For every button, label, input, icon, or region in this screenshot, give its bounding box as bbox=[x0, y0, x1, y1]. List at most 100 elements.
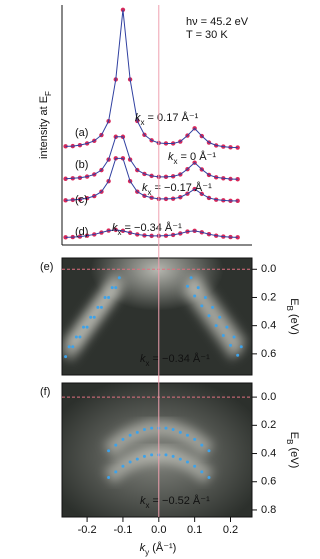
panel-label: (f) bbox=[40, 386, 50, 398]
x-axis-label-part: y bbox=[145, 548, 149, 557]
band-point bbox=[135, 457, 139, 461]
kx-label-part: x bbox=[146, 359, 150, 368]
band-point bbox=[203, 295, 207, 299]
kx-label-part: x bbox=[174, 157, 178, 166]
y-axis-label-part: E bbox=[288, 432, 300, 439]
fit-line bbox=[65, 9, 238, 149]
kx-label: kx = −0.17 Å⁻¹ bbox=[142, 181, 212, 197]
y-axis-label-part: F bbox=[44, 91, 53, 96]
kx-label-part: = −0.34 Å⁻¹ bbox=[150, 352, 211, 365]
curve-label: (d) bbox=[75, 226, 88, 238]
band-point bbox=[200, 443, 204, 447]
fit-line bbox=[65, 136, 238, 180]
band-point bbox=[193, 464, 197, 468]
band-point bbox=[164, 453, 168, 457]
y-axis-label: EB (eV) bbox=[285, 432, 300, 469]
kx-label-part: x bbox=[148, 188, 152, 197]
kx-label-part: = 0 Å⁻¹ bbox=[178, 150, 217, 163]
fit-line bbox=[65, 229, 238, 238]
kx-label-part: x bbox=[146, 501, 150, 510]
fit-line bbox=[65, 157, 238, 202]
band-point bbox=[207, 476, 211, 480]
band-point bbox=[96, 305, 100, 309]
band-point bbox=[142, 428, 146, 432]
band-point bbox=[178, 430, 182, 434]
band-point bbox=[114, 470, 118, 474]
panel-frame bbox=[61, 382, 253, 518]
y-axis-label: intensity at EF bbox=[38, 91, 53, 159]
band-point bbox=[150, 426, 154, 430]
band-point bbox=[107, 476, 111, 480]
kx-label-part: x bbox=[141, 118, 145, 127]
kx-label-part: k bbox=[168, 151, 174, 163]
band-point bbox=[128, 433, 132, 437]
band-point bbox=[121, 464, 125, 468]
y-tick-label: 0.4 bbox=[261, 447, 276, 459]
y-tick-label: 0.0 bbox=[261, 263, 276, 275]
kx-label: kx = −0.34 Å⁻¹ bbox=[112, 221, 182, 237]
y-axis-label-part: B bbox=[285, 439, 294, 444]
kx-label-part: = −0.52 Å⁻¹ bbox=[150, 494, 211, 507]
y-axis-label-part: intensity at E bbox=[38, 96, 50, 159]
band-point bbox=[193, 294, 197, 298]
curve-label: (b) bbox=[75, 159, 88, 171]
y-axis-label-part: (eV) bbox=[288, 444, 300, 468]
band-point bbox=[67, 345, 71, 349]
band-point bbox=[228, 343, 232, 347]
band-point bbox=[232, 335, 236, 339]
kx-label-part: = −0.34 Å⁻¹ bbox=[122, 221, 183, 234]
kx-label-part: k bbox=[140, 353, 146, 365]
kx-label-part: k bbox=[112, 222, 118, 234]
band-point bbox=[236, 353, 240, 357]
band-point bbox=[185, 433, 189, 437]
panel-label: (e) bbox=[40, 261, 53, 273]
band-point bbox=[107, 449, 111, 453]
kx-label: kx = −0.52 Å⁻¹ bbox=[140, 494, 210, 510]
band-point bbox=[164, 426, 168, 430]
y-axis-label-part: (eV) bbox=[288, 311, 300, 335]
x-axis-label-part: k bbox=[140, 542, 146, 554]
annotation: hν = 45.2 eV bbox=[186, 16, 249, 28]
band-point bbox=[171, 428, 175, 432]
y-tick-label: 0.6 bbox=[261, 348, 276, 360]
band-point bbox=[78, 335, 82, 339]
kx-label: kx = 0.17 Å⁻¹ bbox=[135, 111, 199, 127]
band-point bbox=[207, 314, 211, 318]
band-point bbox=[211, 305, 215, 309]
y-tick-label: 0.6 bbox=[261, 476, 276, 488]
band-point bbox=[135, 430, 139, 434]
band-point bbox=[114, 443, 118, 447]
band-point bbox=[121, 437, 125, 441]
band-point bbox=[171, 454, 175, 458]
band-point bbox=[114, 286, 118, 290]
band-point bbox=[92, 315, 96, 319]
y-tick-label: 0.8 bbox=[261, 504, 276, 516]
band-glow bbox=[62, 273, 126, 352]
kx-label-part: k bbox=[142, 182, 148, 194]
band-point bbox=[82, 325, 86, 329]
band-point bbox=[85, 325, 89, 329]
band-point bbox=[185, 284, 189, 288]
x-axis-label-part: (Å⁻¹) bbox=[149, 541, 176, 554]
kx-label: kx = 0 Å⁻¹ bbox=[168, 150, 216, 166]
kx-label-part: k bbox=[135, 112, 141, 124]
kx-label-part: = 0.17 Å⁻¹ bbox=[145, 111, 199, 124]
band-point bbox=[196, 286, 200, 290]
annotation: T = 30 K bbox=[186, 29, 228, 41]
band-point bbox=[200, 470, 204, 474]
x-tick-label: 0.2 bbox=[223, 524, 238, 536]
y-axis-label-part: E bbox=[288, 298, 300, 305]
panel-frame bbox=[61, 257, 253, 376]
curve-label: (c) bbox=[75, 194, 88, 206]
kx-label: kx = −0.34 Å⁻¹ bbox=[140, 352, 210, 368]
band-point bbox=[193, 437, 197, 441]
y-tick-label: 0.4 bbox=[261, 320, 276, 332]
band-point bbox=[110, 286, 114, 290]
band-point bbox=[107, 295, 111, 299]
band-point bbox=[178, 457, 182, 461]
band-point bbox=[74, 335, 78, 339]
curve-label: (a) bbox=[75, 127, 88, 139]
band-point bbox=[189, 276, 193, 280]
